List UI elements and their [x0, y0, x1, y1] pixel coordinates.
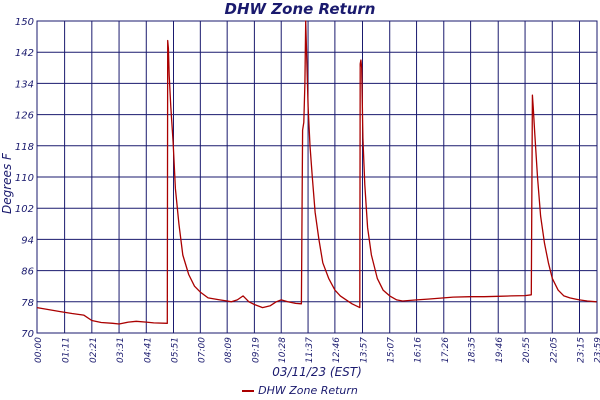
- chart-title: DHW Zone Return: [224, 0, 376, 18]
- y-tick-label: 70: [21, 329, 34, 340]
- x-tick-label: 09:19: [251, 337, 261, 363]
- y-tick-labels: 70 78 86 94 102 110 118 126 134 142 150: [15, 17, 34, 340]
- x-tick-label: 15:07: [387, 337, 397, 363]
- y-tick-label: 110: [15, 173, 34, 184]
- x-tick-label: 02:21: [89, 337, 99, 363]
- x-tick-label: 22:05: [549, 337, 559, 363]
- x-tick-label: 01:11: [62, 337, 72, 363]
- x-tick-label: 03:31: [116, 337, 126, 363]
- x-tick-label: 07:00: [197, 337, 207, 363]
- legend-label: DHW Zone Return: [258, 384, 358, 397]
- x-tick-label: 05:51: [171, 337, 181, 363]
- x-tick-label: 20:55: [522, 337, 532, 363]
- x-tick-label: 12:46: [332, 337, 342, 363]
- y-tick-label: 102: [15, 204, 34, 215]
- x-tick-label: 18:35: [468, 337, 478, 363]
- x-tick-label: 23:15: [577, 337, 587, 363]
- y-tick-label: 142: [15, 48, 34, 59]
- x-tick-label: 00:00: [34, 337, 44, 363]
- series-line-dhw-zone-return: [36, 20, 597, 325]
- y-tick-label: 118: [15, 142, 34, 153]
- legend: DHW Zone Return: [0, 384, 600, 397]
- y-tick-label: 126: [15, 111, 34, 122]
- y-tick-label: 86: [21, 267, 34, 278]
- series-layer: [36, 20, 597, 325]
- y-tick-label: 94: [21, 235, 34, 246]
- x-tick-label: 11:37: [305, 337, 315, 363]
- y-tick-label: 134: [15, 79, 34, 90]
- x-tick-label: 16:16: [414, 337, 424, 363]
- grid-lines: [37, 20, 597, 334]
- x-axis-label: 03/11/23 (EST): [272, 365, 362, 379]
- x-tick-label: 17:26: [441, 337, 451, 363]
- x-tick-label: 13:57: [360, 337, 370, 363]
- x-tick-labels: 00:00 01:11 02:21 03:31 04:41 05:51 07:00 08:09…: [34, 337, 600, 363]
- y-axis-label: Degrees F: [0, 153, 14, 214]
- x-tick-label: 10:28: [278, 337, 288, 363]
- x-tick-label: 08:09: [224, 337, 234, 363]
- y-tick-label: 78: [21, 298, 34, 309]
- x-tick-label: 23:59: [594, 337, 600, 363]
- legend-swatch: [242, 390, 255, 392]
- y-tick-label: 150: [15, 17, 34, 28]
- x-tick-label: 04:41: [143, 337, 153, 363]
- x-tick-label: 19:46: [495, 337, 505, 363]
